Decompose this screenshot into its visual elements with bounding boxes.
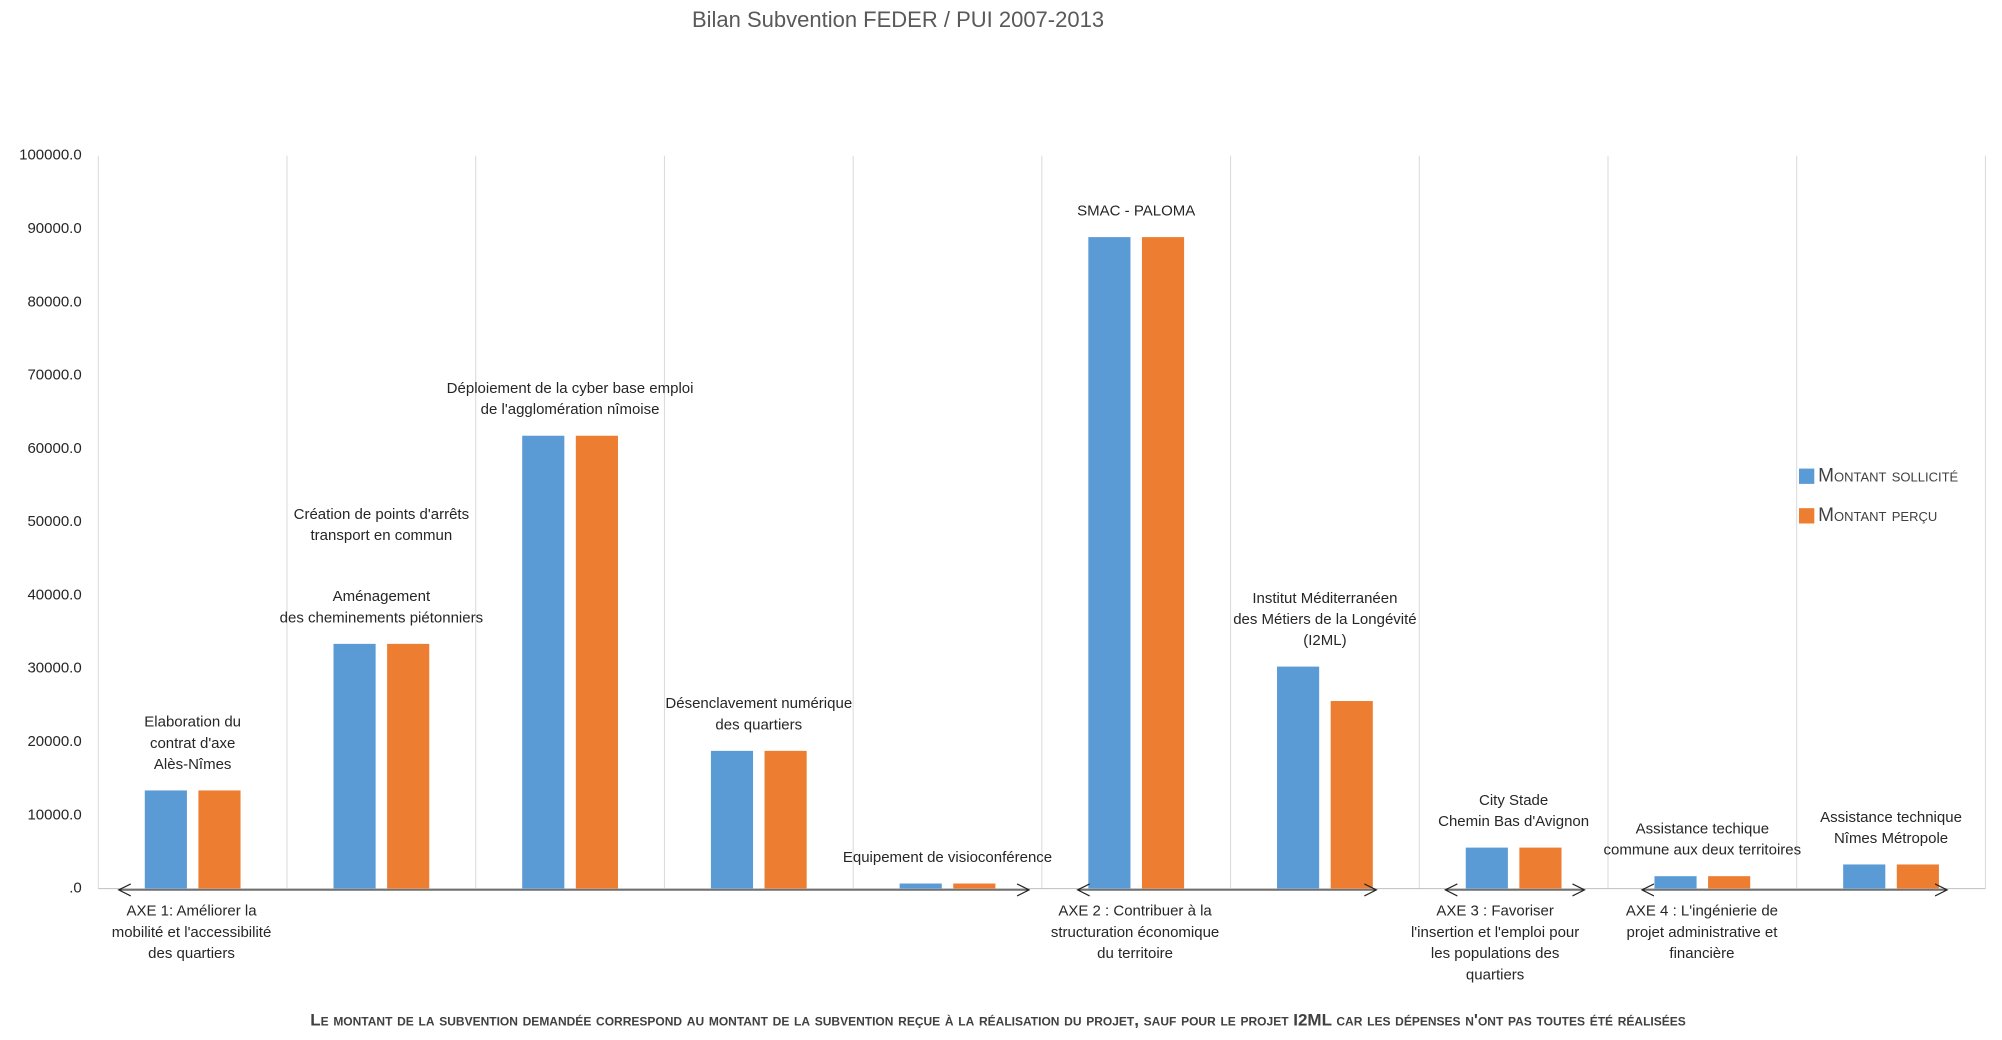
arrow-head — [1640, 883, 1655, 897]
y-tick-label: 90000.0 — [27, 220, 81, 237]
axis-group-label: des quartiers — [148, 945, 235, 962]
arrow-head — [1364, 883, 1378, 897]
axis-group-label: financière — [1669, 945, 1734, 962]
axis-group-label: projet administrative et — [1627, 924, 1779, 941]
footnote: Le montant de la subvention demandée cor… — [310, 1010, 1686, 1029]
y-tick-label: 60000.0 — [27, 440, 81, 457]
category-label: des quartiers — [715, 716, 802, 733]
category-label: Institut Méditerranéen — [1252, 590, 1397, 607]
legend-swatch — [1798, 508, 1815, 524]
category-label: Assistance techique — [1636, 821, 1769, 838]
axis-group-label: les populations des — [1431, 945, 1559, 962]
category-label: Création de points d'arrêts — [294, 506, 469, 523]
category-label: contrat d'axe — [150, 735, 235, 752]
y-tick-label: 10000.0 — [27, 806, 81, 823]
bar — [899, 883, 942, 889]
bar — [953, 883, 996, 889]
bar — [1519, 847, 1562, 889]
y-tick-label: 20000.0 — [27, 733, 81, 750]
axis-group-label: quartiers — [1466, 967, 1524, 984]
axis-group-label: l'insertion et l'emploi pour — [1411, 924, 1579, 941]
bar — [1277, 666, 1320, 889]
axis-group-label: AXE 2 : Contribuer à la — [1058, 903, 1212, 920]
arrow-head — [1572, 883, 1586, 897]
category-label: City Stade — [1479, 792, 1548, 809]
category-label: Aménagement — [333, 588, 431, 605]
chart-title: Bilan Subvention FEDER / PUI 2007-2013 — [692, 7, 1104, 32]
bar — [144, 790, 187, 889]
category-label: commune aux deux territoires — [1604, 842, 1802, 859]
category-label: des cheminements piétonniers — [280, 609, 483, 626]
category-label: Nîmes Métropole — [1834, 830, 1948, 847]
category-label: transport en commun — [311, 527, 453, 544]
category-label: des Métiers de la Longévité — [1233, 611, 1416, 628]
bar — [1708, 876, 1751, 889]
bar — [198, 790, 241, 889]
y-tick-label: 70000.0 — [27, 367, 81, 384]
category-label: Elaboration du — [144, 714, 241, 731]
bar — [1654, 876, 1697, 889]
arrow-head — [1443, 883, 1458, 897]
category-label: Equipement de visioconférence — [843, 849, 1052, 866]
y-tick-label: 40000.0 — [27, 586, 81, 603]
axis-group-label: AXE 1: Améliorer la — [126, 903, 257, 920]
bar — [1843, 864, 1886, 889]
bar — [387, 643, 430, 889]
bar — [1465, 847, 1508, 889]
axis-group-label: structuration économique — [1051, 924, 1219, 941]
category-label: (I2ML) — [1303, 632, 1346, 649]
axis-group-label: AXE 4 : L'ingénierie de — [1626, 903, 1778, 920]
bar — [575, 435, 618, 889]
bar — [1330, 701, 1373, 889]
axis-group-label: mobilité et l'accessibilité — [112, 924, 272, 941]
bar — [1896, 864, 1939, 889]
axis-group-label: du territoire — [1097, 945, 1173, 962]
arrow-head — [1016, 883, 1031, 897]
legend-label: Montant perçu — [1818, 505, 1937, 526]
category-label: Déploiement de la cyber base emploi — [447, 380, 694, 397]
y-tick-label: 100000.0 — [19, 147, 82, 164]
y-tick-label: 50000.0 — [27, 513, 81, 530]
category-label: SMAC - PALOMA — [1077, 203, 1195, 220]
arrow-head — [117, 883, 132, 897]
category-label: Assistance technique — [1820, 809, 1962, 826]
legend-label: Montant sollicité — [1818, 465, 1958, 486]
arrow-head — [1076, 883, 1090, 897]
category-label: Désenclavement numérique — [665, 695, 852, 712]
bar — [1088, 237, 1131, 889]
legend-swatch — [1798, 468, 1815, 484]
y-tick-label: .0 — [69, 880, 82, 897]
category-label: Alès-Nîmes — [154, 756, 232, 773]
bar — [333, 643, 376, 889]
category-label: Chemin Bas d'Avignon — [1438, 813, 1589, 830]
y-tick-label: 30000.0 — [27, 660, 81, 677]
bar — [710, 750, 754, 889]
category-label: de l'agglomération nîmoise — [481, 401, 660, 418]
bar — [522, 435, 565, 889]
arrow-head — [1934, 883, 1949, 897]
axis-group-label: AXE 3 : Favoriser — [1436, 903, 1554, 920]
y-tick-label: 80000.0 — [27, 293, 81, 310]
bar — [1141, 237, 1185, 889]
bar — [764, 750, 807, 889]
